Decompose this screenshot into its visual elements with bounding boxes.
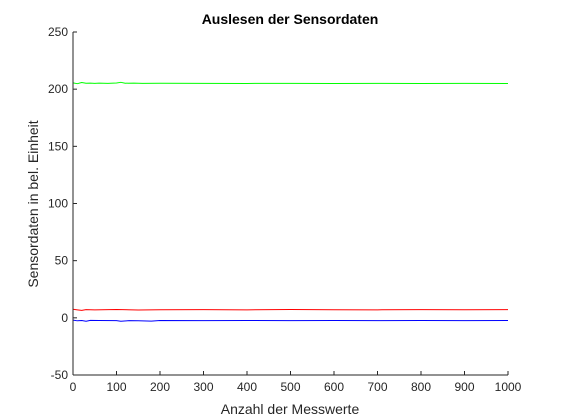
x-tick-label: 300: [193, 380, 213, 394]
x-tick-label: 0: [70, 380, 77, 394]
x-tick-label: 400: [237, 380, 257, 394]
y-axis-label: Sensordaten in bel. Einheit: [25, 120, 41, 287]
y-tick-label: 150: [48, 139, 68, 153]
x-tick-label: 500: [280, 380, 300, 394]
x-tick-label: 1000: [495, 380, 522, 394]
y-tick-label: 200: [48, 82, 68, 96]
x-tick-label: 600: [324, 380, 344, 394]
series-line-1: [72, 81, 509, 85]
x-tick-label: 700: [367, 380, 387, 394]
axes-layer: 0 100 200 300 400 500 600 700 800 900 1000-5005010…: [48, 25, 522, 394]
series-line-3: [72, 319, 509, 322]
y-tick-label: 250: [48, 25, 68, 39]
y-tick-label: -50: [51, 368, 69, 382]
x-tick-label: 100: [106, 380, 126, 394]
y-tick-label: 0: [61, 311, 68, 325]
y-tick-label: 50: [55, 254, 69, 268]
y-tick-label: 100: [48, 197, 68, 211]
x-tick-label: 900: [454, 380, 474, 394]
x-tick-label: 800: [411, 380, 431, 394]
x-tick-label: 200: [150, 380, 170, 394]
series-line-2: [72, 308, 509, 311]
series-layer: [72, 81, 509, 322]
x-axis-label: Anzahl der Messwerte: [221, 401, 360, 417]
chart-title: Auslesen der Sensordaten: [202, 11, 379, 27]
